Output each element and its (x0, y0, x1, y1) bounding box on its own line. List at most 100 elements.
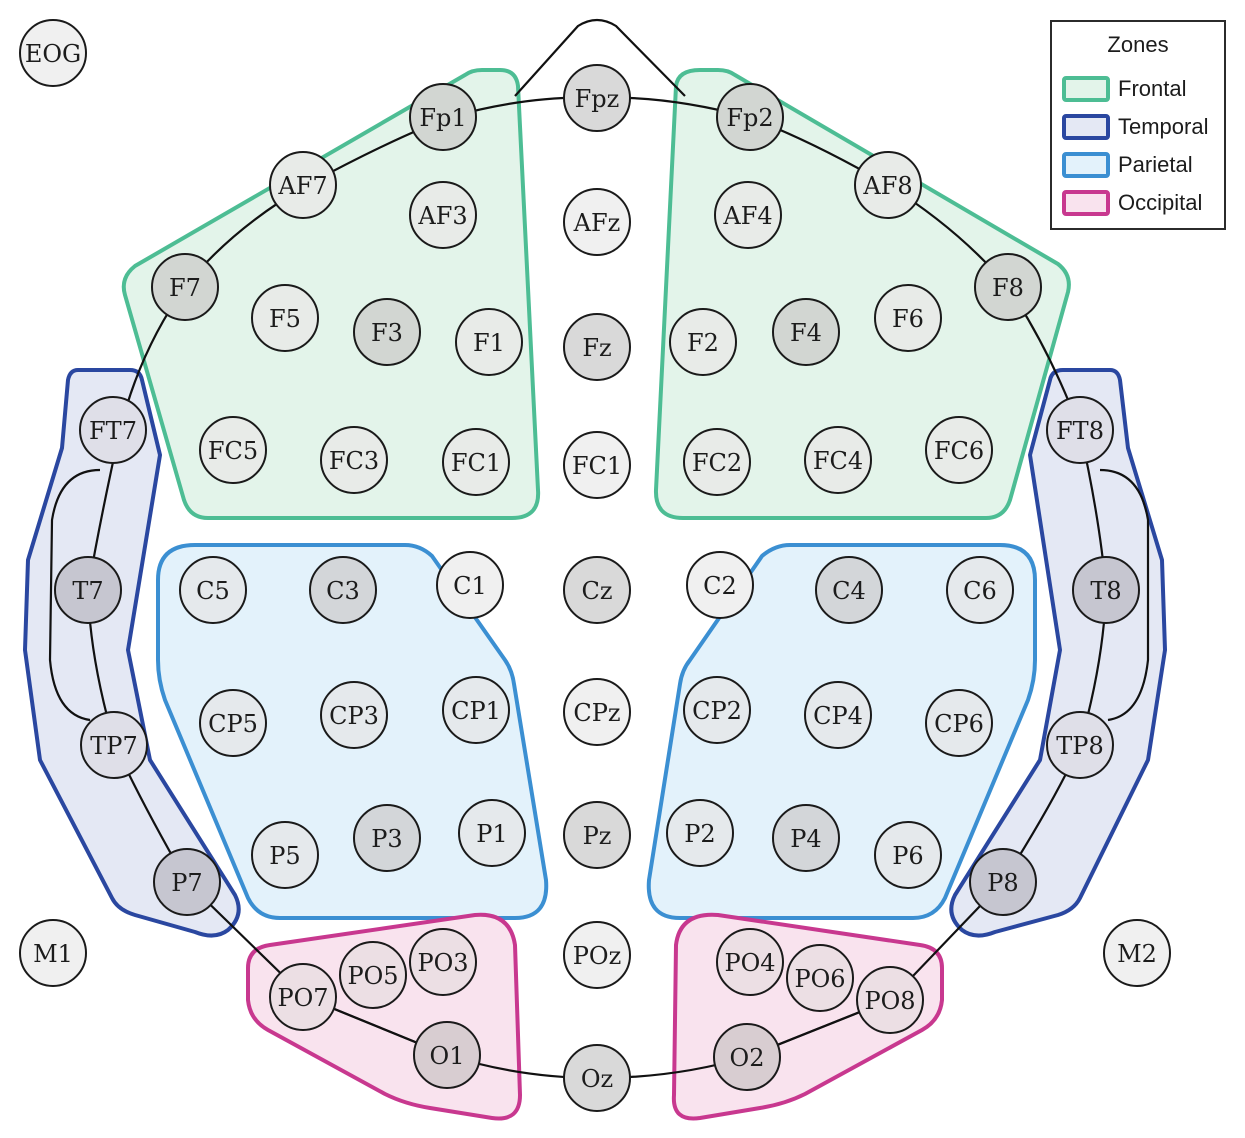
electrode-c1: C1 (436, 551, 504, 619)
svg-text:Fz: Fz (582, 334, 611, 362)
electrode-cp1: CP1 (442, 676, 510, 744)
electrode-tp7: TP7 (80, 711, 148, 779)
svg-text:P3: P3 (371, 825, 402, 853)
electrode-af4: AF4 (714, 181, 782, 249)
svg-text:AF8: AF8 (862, 172, 912, 200)
nose-outline (514, 18, 686, 97)
svg-text:F1: F1 (473, 329, 505, 357)
zone-frontal-left (121, 68, 541, 520)
electrodes: EOG Fpz AFz Fz FC1 Cz CPz Pz POz Oz M1 M… (19, 19, 1171, 1112)
svg-text:F3: F3 (371, 319, 403, 347)
electrode-cp2: CP2 (683, 676, 751, 744)
legend-label-temporal: Temporal (1118, 114, 1209, 139)
svg-text:C2: C2 (703, 572, 737, 600)
svg-text:FC3: FC3 (329, 447, 379, 475)
svg-text:F6: F6 (892, 305, 924, 333)
svg-text:C6: C6 (963, 577, 997, 605)
svg-text:FT8: FT8 (1056, 417, 1104, 445)
legend-swatch-occipital (1062, 190, 1110, 216)
electrode-cp5: CP5 (199, 689, 267, 757)
legend-swatch-temporal (1062, 114, 1110, 140)
legend-item-parietal: Parietal (1062, 150, 1193, 180)
svg-text:PO6: PO6 (794, 965, 845, 993)
electrode-f7: F7 (151, 253, 219, 321)
svg-text:AF4: AF4 (722, 202, 772, 230)
svg-text:PO8: PO8 (864, 987, 915, 1015)
svg-text:FC4: FC4 (813, 447, 863, 475)
svg-text:Fp2: Fp2 (726, 104, 773, 132)
svg-text:F8: F8 (992, 274, 1024, 302)
svg-text:FC1: FC1 (451, 449, 501, 477)
svg-text:Cz: Cz (581, 577, 612, 605)
svg-text:TP7: TP7 (90, 732, 137, 760)
electrode-po8: PO8 (856, 966, 924, 1034)
zones-legend: Zones Frontal Temporal Parietal Occipita… (1050, 20, 1226, 230)
electrode-cp6: CP6 (925, 689, 993, 757)
electrode-fp1: Fp1 (409, 83, 477, 151)
electrode-cz: Cz (563, 556, 631, 624)
svg-text:C3: C3 (326, 577, 360, 605)
electrode-af8: AF8 (854, 151, 922, 219)
svg-text:M2: M2 (1117, 940, 1157, 968)
svg-text:FC5: FC5 (208, 437, 258, 465)
svg-text:PO5: PO5 (347, 962, 398, 990)
zone-temporal-right (949, 368, 1167, 938)
electrode-p5: P5 (251, 821, 319, 889)
svg-text:P1: P1 (476, 820, 507, 848)
electrode-p3: P3 (353, 804, 421, 872)
legend-item-temporal: Temporal (1062, 112, 1208, 142)
electrode-f8: F8 (974, 253, 1042, 321)
ear-right (1099, 468, 1150, 722)
svg-text:Oz: Oz (581, 1065, 613, 1093)
electrode-po3: PO3 (409, 928, 477, 996)
svg-text:PO7: PO7 (277, 984, 328, 1012)
electrode-c3: C3 (309, 556, 377, 624)
electrode-f3: F3 (353, 298, 421, 366)
electrode-oz: Oz (563, 1044, 631, 1112)
svg-text:CP1: CP1 (451, 697, 501, 725)
electrode-m2: M2 (1103, 919, 1171, 987)
ear-left (48, 468, 101, 722)
electrode-f6: F6 (874, 284, 942, 352)
electrode-po5: PO5 (339, 941, 407, 1009)
electrode-po7: PO7 (269, 963, 337, 1031)
electrode-c6: C6 (946, 556, 1014, 624)
svg-text:AF7: AF7 (277, 172, 327, 200)
svg-text:O1: O1 (430, 1042, 465, 1070)
svg-text:AFz: AFz (573, 209, 621, 237)
svg-text:CP5: CP5 (208, 710, 258, 738)
electrode-afz: AFz (563, 188, 631, 256)
svg-text:T8: T8 (1090, 577, 1121, 605)
svg-text:F7: F7 (169, 274, 201, 302)
svg-text:PO3: PO3 (417, 949, 468, 977)
electrode-t8: T8 (1072, 556, 1140, 624)
legend-item-occipital: Occipital (1062, 188, 1202, 218)
electrode-tp8: TP8 (1046, 711, 1114, 779)
svg-text:FC1: FC1 (572, 452, 622, 480)
electrode-p1: P1 (458, 799, 526, 867)
electrode-f4: F4 (772, 298, 840, 366)
svg-text:CP3: CP3 (329, 702, 379, 730)
electrode-cp3: CP3 (320, 681, 388, 749)
svg-text:F5: F5 (269, 305, 301, 333)
svg-text:P4: P4 (790, 825, 821, 853)
electrode-af3: AF3 (409, 181, 477, 249)
electrode-po4: PO4 (716, 928, 784, 996)
svg-text:P6: P6 (892, 842, 923, 870)
svg-text:CP4: CP4 (813, 702, 863, 730)
electrode-fp2: Fp2 (716, 83, 784, 151)
legend-label-occipital: Occipital (1118, 190, 1203, 215)
svg-text:EOG: EOG (25, 40, 81, 68)
electrode-fc1: FC1 (442, 428, 510, 496)
legend-label-frontal: Frontal (1118, 76, 1187, 101)
electrode-c4: C4 (815, 556, 883, 624)
electrode-af7: AF7 (269, 151, 337, 219)
legend-title: Zones (1107, 32, 1169, 57)
electrode-fc6: FC6 (925, 416, 993, 484)
svg-text:AF3: AF3 (417, 202, 467, 230)
electrode-ft7: FT7 (79, 396, 147, 464)
legend-item-frontal: Frontal (1062, 74, 1186, 104)
svg-text:P7: P7 (171, 869, 202, 897)
svg-text:CPz: CPz (573, 699, 620, 727)
